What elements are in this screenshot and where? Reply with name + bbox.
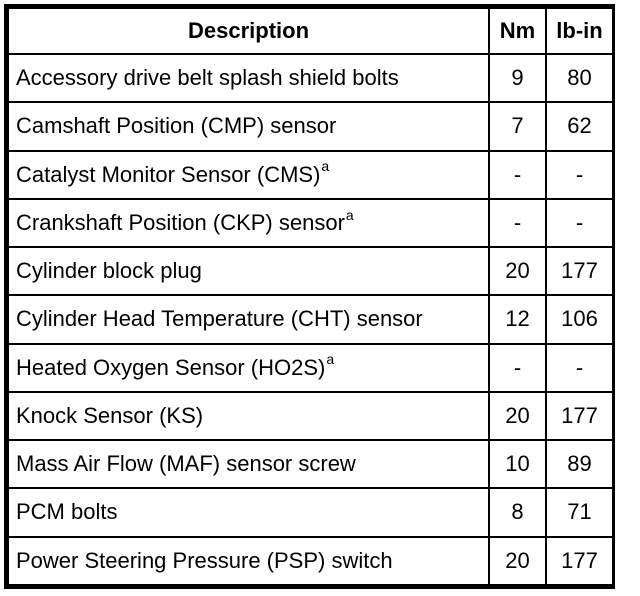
lbin-cell: 80 — [545, 52, 614, 104]
nm-cell: - — [488, 197, 547, 249]
header-nm: Nm — [488, 7, 547, 55]
nm-cell: 20 — [488, 535, 547, 587]
lbin-cell: 89 — [545, 439, 614, 490]
footnote-marker: a — [321, 158, 330, 175]
description-cell: PCM bolts — [7, 487, 490, 538]
table-row: PCM bolts 8 71 — [7, 487, 614, 538]
lbin-cell: 177 — [545, 535, 614, 587]
spec-table: Description Nm lb-in Accessory drive bel… — [7, 7, 614, 587]
table-row: Crankshaft Position (CKP) sensora - - — [7, 197, 614, 249]
footnote-marker: a — [326, 351, 335, 368]
lbin-cell: 71 — [545, 487, 614, 538]
table-row: Heated Oxygen Sensor (HO2S)a - - — [7, 342, 614, 393]
nm-cell: - — [488, 342, 547, 393]
description-cell: Mass Air Flow (MAF) sensor screw — [7, 439, 490, 490]
description-text: Accessory drive belt splash shield bolts — [16, 65, 399, 91]
header-description: Description — [7, 7, 490, 55]
header-lbin: lb-in — [545, 7, 614, 55]
description-text: Crankshaft Position (CKP) sensor — [16, 209, 345, 235]
table-row: Cylinder Head Temperature (CHT) sensor 1… — [7, 294, 614, 345]
table-row: Camshaft Position (CMP) sensor 7 62 — [7, 101, 614, 152]
nm-cell: 20 — [488, 246, 547, 297]
nm-cell: 9 — [488, 52, 547, 104]
lbin-cell: - — [545, 149, 614, 200]
lbin-cell: 62 — [545, 101, 614, 152]
description-cell: Power Steering Pressure (PSP) switch — [7, 535, 490, 587]
table-header-row: Description Nm lb-in — [7, 7, 614, 55]
description-cell: Crankshaft Position (CKP) sensora — [7, 197, 490, 249]
lbin-cell: 177 — [545, 246, 614, 297]
lbin-cell: 106 — [545, 294, 614, 345]
description-cell: Knock Sensor (KS) — [7, 390, 490, 442]
description-text: Cylinder Head Temperature (CHT) sensor — [16, 306, 423, 332]
description-cell: Catalyst Monitor Sensor (CMS)a — [7, 149, 490, 200]
description-cell: Heated Oxygen Sensor (HO2S)a — [7, 342, 490, 393]
description-text: Cylinder block plug — [16, 258, 202, 284]
nm-cell: 12 — [488, 294, 547, 345]
footnote-marker: a — [345, 206, 354, 223]
description-text: Heated Oxygen Sensor (HO2S) — [16, 354, 326, 380]
nm-cell: 10 — [488, 439, 547, 490]
table-row: Mass Air Flow (MAF) sensor screw 10 89 — [7, 439, 614, 490]
description-text: PCM bolts — [16, 499, 118, 525]
nm-cell: 8 — [488, 487, 547, 538]
nm-cell: 20 — [488, 390, 547, 442]
nm-cell: 7 — [488, 101, 547, 152]
description-text: Catalyst Monitor Sensor (CMS) — [16, 161, 321, 187]
description-text: Camshaft Position (CMP) sensor — [16, 113, 337, 139]
table-row: Catalyst Monitor Sensor (CMS)a - - — [7, 149, 614, 200]
torque-spec-table: Description Nm lb-in Accessory drive bel… — [4, 4, 615, 589]
lbin-cell: - — [545, 342, 614, 393]
description-cell: Camshaft Position (CMP) sensor — [7, 101, 490, 152]
table-row: Power Steering Pressure (PSP) switch 20 … — [7, 535, 614, 587]
table-row: Knock Sensor (KS) 20 177 — [7, 390, 614, 442]
description-text: Mass Air Flow (MAF) sensor screw — [16, 451, 356, 477]
description-text: Power Steering Pressure (PSP) switch — [16, 547, 393, 573]
table-row: Accessory drive belt splash shield bolts… — [7, 52, 614, 104]
description-cell: Accessory drive belt splash shield bolts — [7, 52, 490, 104]
table-row: Cylinder block plug 20 177 — [7, 246, 614, 297]
nm-cell: - — [488, 149, 547, 200]
lbin-cell: - — [545, 197, 614, 249]
description-cell: Cylinder block plug — [7, 246, 490, 297]
description-cell: Cylinder Head Temperature (CHT) sensor — [7, 294, 490, 345]
lbin-cell: 177 — [545, 390, 614, 442]
description-text: Knock Sensor (KS) — [16, 402, 204, 428]
